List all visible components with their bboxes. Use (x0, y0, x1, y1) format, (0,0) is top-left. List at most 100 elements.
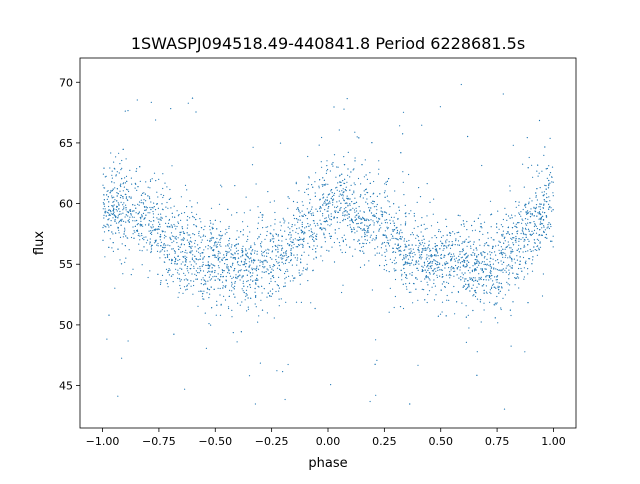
data-point (516, 273, 518, 275)
data-point (344, 215, 346, 217)
data-point (471, 224, 473, 227)
data-point (395, 247, 398, 249)
data-point (209, 229, 211, 231)
data-point (495, 260, 497, 262)
data-point (228, 243, 230, 245)
data-point (505, 233, 508, 235)
data-point (237, 264, 239, 266)
data-point (233, 257, 235, 259)
data-point (191, 245, 193, 247)
data-point (206, 239, 209, 241)
data-point (465, 257, 467, 259)
data-point (481, 270, 483, 272)
data-point (174, 256, 176, 258)
data-point (229, 289, 231, 291)
data-point (310, 230, 312, 232)
data-point (113, 214, 115, 216)
data-point (536, 245, 538, 248)
data-point (323, 234, 325, 236)
data-point (366, 198, 368, 200)
data-point (263, 271, 265, 273)
data-point (453, 268, 455, 270)
data-point (457, 266, 460, 268)
data-point (536, 254, 539, 256)
data-point (219, 261, 221, 263)
data-point (509, 190, 511, 192)
data-point (495, 254, 497, 256)
data-point (536, 199, 539, 201)
data-point (446, 234, 448, 236)
data-point (283, 219, 285, 221)
data-point (461, 256, 463, 258)
data-point (444, 286, 446, 288)
data-point (181, 212, 183, 214)
data-point (113, 200, 115, 203)
data-point (137, 223, 139, 225)
data-point (290, 253, 293, 255)
data-point (245, 289, 248, 291)
data-point (217, 265, 220, 267)
data-point (369, 209, 371, 211)
data-point (170, 108, 172, 110)
data-point (514, 262, 516, 264)
data-point (183, 237, 185, 239)
data-point (118, 172, 120, 174)
data-point (202, 258, 204, 260)
data-point (434, 263, 437, 265)
data-point (320, 161, 322, 163)
data-point (145, 236, 147, 238)
data-point (520, 232, 522, 235)
data-point (152, 210, 154, 213)
data-point (546, 227, 548, 229)
data-point (478, 279, 480, 281)
data-point (473, 220, 475, 222)
data-point (341, 237, 343, 239)
data-point (172, 281, 174, 283)
data-point (475, 279, 477, 281)
data-point (532, 256, 534, 258)
data-point (463, 259, 465, 261)
data-point (411, 271, 413, 274)
data-point (347, 151, 349, 153)
data-point (231, 316, 233, 318)
data-point (132, 220, 134, 222)
data-point (357, 177, 360, 180)
data-point (315, 256, 317, 258)
data-point (471, 254, 473, 256)
data-point (433, 198, 435, 200)
data-point (338, 190, 341, 192)
data-point (369, 224, 371, 226)
data-point (428, 255, 430, 257)
data-point (435, 250, 437, 252)
data-point (310, 213, 312, 215)
data-point (490, 287, 493, 289)
data-point (406, 288, 408, 290)
data-point (208, 276, 210, 278)
data-point (511, 249, 513, 251)
data-point (347, 225, 349, 227)
data-point (525, 263, 527, 265)
data-point (498, 249, 500, 251)
data-point (472, 277, 474, 279)
data-point (111, 195, 113, 197)
data-point (127, 199, 129, 201)
data-point (421, 242, 424, 244)
data-point (314, 181, 316, 183)
data-point (270, 233, 272, 235)
data-point (232, 262, 234, 264)
data-point (512, 301, 514, 303)
data-point (510, 345, 512, 347)
data-point (332, 162, 334, 164)
data-point (475, 292, 477, 294)
data-point (337, 205, 339, 207)
data-point (326, 249, 328, 251)
data-point (249, 286, 252, 288)
data-point (261, 216, 263, 218)
data-point (542, 215, 544, 217)
data-point (510, 267, 512, 269)
data-point (164, 231, 166, 233)
data-point (421, 248, 423, 250)
data-point (354, 248, 356, 250)
data-point (282, 371, 284, 373)
data-point (287, 196, 289, 198)
